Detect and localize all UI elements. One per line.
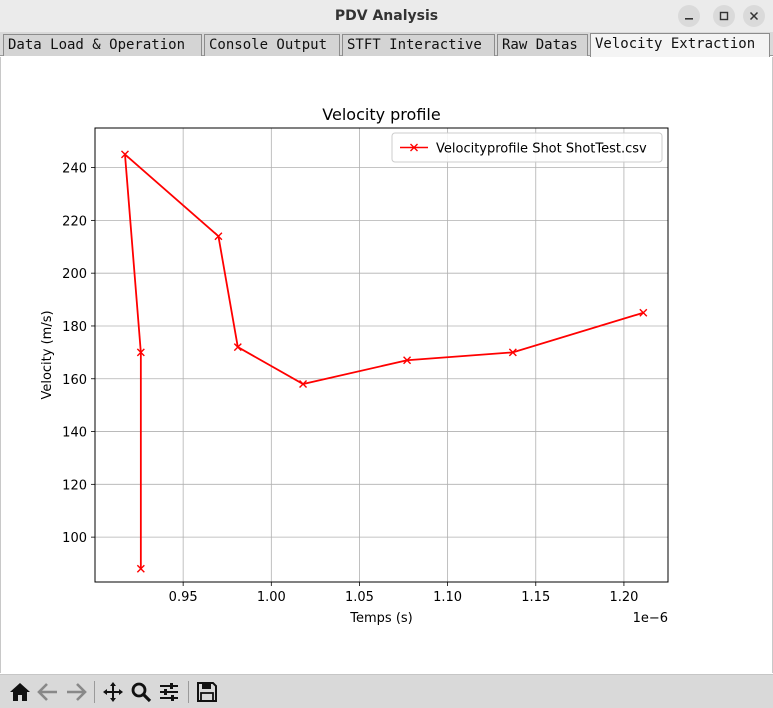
x-tick-label: 1.00 xyxy=(257,590,286,605)
left-border xyxy=(0,57,1,673)
x-tick-label: 1.20 xyxy=(609,590,638,605)
tab-raw-datas[interactable]: Raw Datas xyxy=(497,34,588,56)
legend-entry: Velocityprofile Shot ShotTest.csv xyxy=(436,142,647,157)
save-icon xyxy=(197,682,217,702)
data-point-marker xyxy=(214,232,223,241)
close-button[interactable] xyxy=(743,5,765,27)
home-icon xyxy=(10,683,30,701)
x-tick-label: 0.95 xyxy=(169,590,198,605)
series-line xyxy=(123,152,644,569)
y-tick-label: 120 xyxy=(62,478,87,493)
tab-data-load[interactable]: Data Load & Operation xyxy=(3,34,202,56)
x-tick-label: 1.10 xyxy=(433,590,462,605)
x-axis-label: Temps (s) xyxy=(349,611,412,626)
configure-button[interactable] xyxy=(157,680,181,704)
data-point-marker xyxy=(136,564,145,573)
tab-stft-interactive[interactable]: STFT Interactive xyxy=(342,34,495,56)
axes-frame xyxy=(94,127,669,583)
data-point-marker xyxy=(299,380,308,389)
legend-box xyxy=(391,132,663,163)
x-axis-offset-text: 1e−6 xyxy=(633,611,668,626)
pan-icon xyxy=(103,682,123,702)
y-tick-label: 180 xyxy=(62,320,87,335)
legend-marker-sample xyxy=(410,143,418,152)
back-icon xyxy=(37,683,57,701)
data-point-marker xyxy=(233,343,242,352)
maximize-button[interactable] xyxy=(713,5,735,27)
home-button[interactable] xyxy=(8,680,32,704)
data-point-marker xyxy=(639,308,648,317)
configure-icon xyxy=(160,683,178,701)
data-point-marker xyxy=(403,356,412,365)
maximize-icon xyxy=(719,11,729,21)
forward-icon xyxy=(67,683,87,701)
y-tick-label: 200 xyxy=(62,267,87,282)
y-tick-label: 100 xyxy=(62,531,87,546)
minimize-icon xyxy=(685,18,693,20)
tab-velocity-extraction[interactable]: Velocity Extraction xyxy=(590,33,770,57)
y-tick-label: 160 xyxy=(62,373,87,388)
tab-bar: Data Load & Operation Console Output STF… xyxy=(0,32,773,57)
title-bar: PDV Analysis xyxy=(0,0,773,32)
window-title: PDV Analysis xyxy=(334,8,439,24)
y-tick-label: 220 xyxy=(62,214,87,229)
tab-console-output[interactable]: Console Output xyxy=(204,34,340,56)
data-point-marker xyxy=(120,150,129,159)
legend: Velocityprofile Shot ShotTest.csv xyxy=(391,132,663,163)
zoom-button[interactable] xyxy=(129,680,153,704)
chart-title: Velocity profile xyxy=(322,105,440,124)
velocity-chart[interactable]: 0.95 1.00 1.05 1.10 1.15 1.20 100 120 140 160 180 2… xyxy=(0,57,773,673)
data-point-marker xyxy=(508,348,517,357)
y-axis-label: Velocity (m/s) xyxy=(40,310,55,399)
navigation-toolbar xyxy=(0,674,773,708)
zoom-icon xyxy=(131,682,152,703)
toolbar-separator xyxy=(94,681,95,703)
toolbar-separator xyxy=(188,681,189,703)
forward-button[interactable] xyxy=(64,680,88,704)
data-point-marker xyxy=(136,348,145,357)
minimize-button[interactable] xyxy=(678,5,700,27)
pan-button[interactable] xyxy=(101,680,125,704)
back-button[interactable] xyxy=(36,680,60,704)
plot-canvas[interactable]: 0.95 1.00 1.05 1.10 1.15 1.20 100 120 140 160 180 2… xyxy=(0,57,773,673)
x-tick-label: 1.15 xyxy=(521,590,550,605)
close-icon xyxy=(749,11,759,21)
y-tick-label: 240 xyxy=(62,162,87,177)
y-tick-label: 140 xyxy=(62,426,87,441)
x-tick-label: 1.05 xyxy=(345,590,374,605)
save-button[interactable] xyxy=(195,680,219,704)
